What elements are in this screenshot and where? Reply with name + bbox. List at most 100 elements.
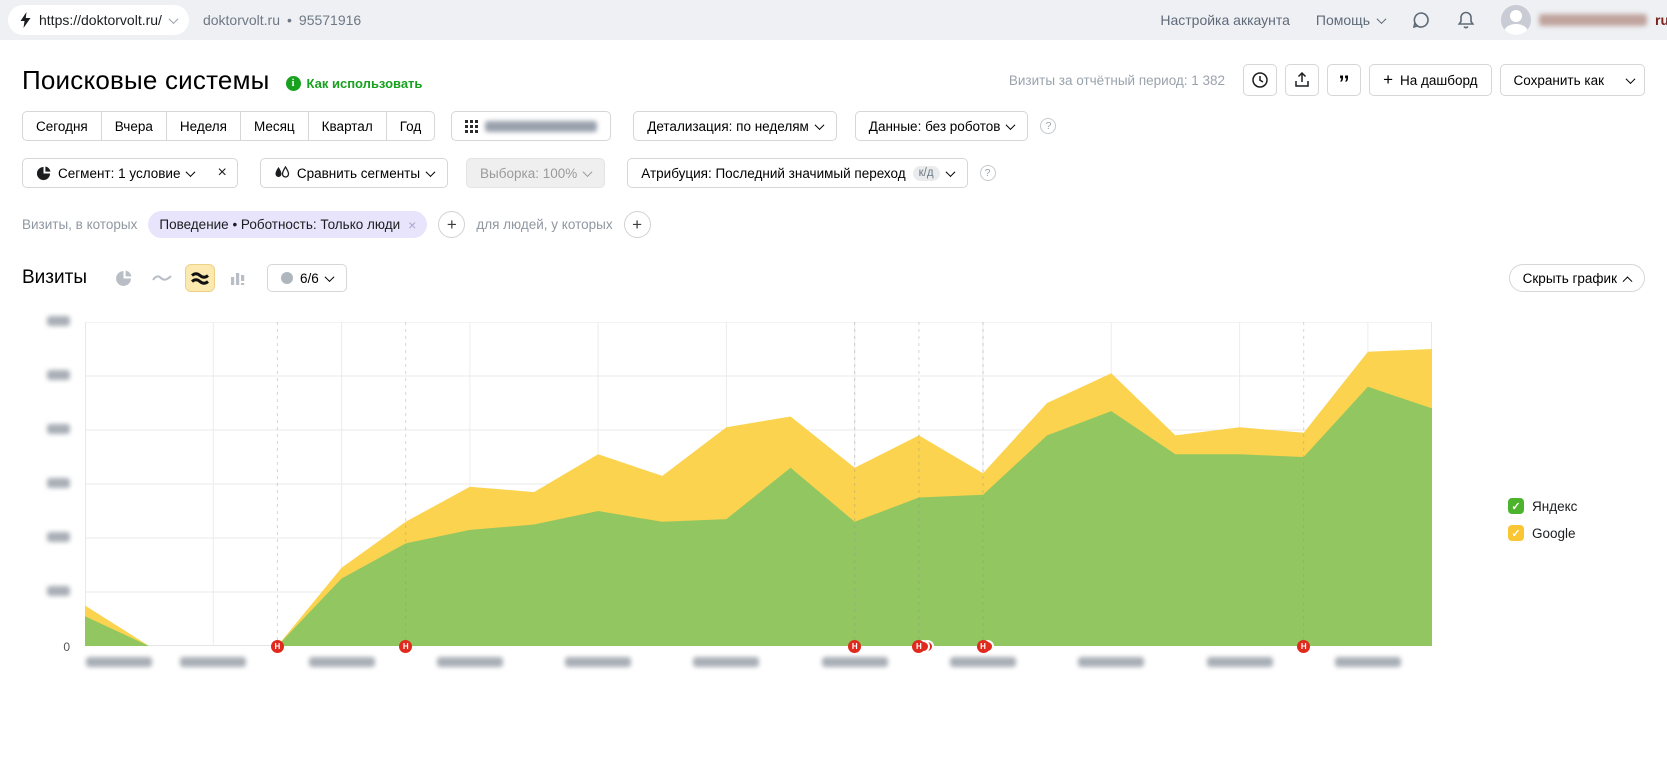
info-icon: i <box>285 75 301 91</box>
data-robots-label: Данные: без роботов <box>868 118 1001 134</box>
for-people-label: для людей, у которых <box>476 217 613 232</box>
plus-icon: + <box>1383 70 1393 89</box>
counter-id: 95571916 <box>298 12 362 28</box>
period-tab-2[interactable]: Неделя <box>165 111 241 141</box>
chart-comments-dropdown[interactable]: 6/6 <box>266 264 347 292</box>
period-tab-3[interactable]: Месяц <box>239 111 309 141</box>
x-tick-blurred <box>1334 657 1401 667</box>
counter-url: https://doktorvolt.ru/ <box>39 12 162 28</box>
comments-count: 6/6 <box>299 270 319 286</box>
chart: 0 Н Н Н Н Н Н ✓ Яндекс ✓ Google <box>0 316 1667 702</box>
line-chart-icon <box>152 271 172 285</box>
how-to-use-link[interactable]: i Как использовать <box>285 75 422 91</box>
remove-chip-icon[interactable]: × <box>408 216 417 233</box>
visits-period-summary: Визиты за отчётный период: 1 382 <box>1008 72 1226 88</box>
note-marker[interactable]: Н <box>399 639 413 653</box>
column-chart-icon <box>230 270 246 286</box>
chevron-down-icon <box>1006 119 1016 130</box>
chevron-down-icon <box>1376 13 1387 24</box>
save-as-button[interactable]: Сохранить как <box>1499 64 1618 96</box>
chart-toolbar: Визиты <box>22 264 1645 292</box>
x-tick-blurred <box>180 657 247 667</box>
chart-legend: ✓ Яндекс ✓ Google <box>1508 498 1577 541</box>
segment-conditions: Визиты, в которых Поведение • Роботность… <box>22 211 1645 238</box>
quotes-icon: ’’ <box>1338 72 1350 95</box>
segment-pie-icon <box>36 165 51 181</box>
y-tick-blurred <box>47 478 70 488</box>
pie-chart-icon <box>115 270 132 287</box>
note-marker[interactable]: Н <box>912 639 926 653</box>
note-marker[interactable]: Н <box>848 639 862 653</box>
chat-icon[interactable] <box>1411 10 1431 30</box>
add-to-dashboard-button[interactable]: + На дашборд <box>1369 64 1492 96</box>
detail-label: Детализация: по неделям <box>647 118 809 134</box>
note-marker[interactable]: Н <box>1297 639 1311 653</box>
legend-item-yandex[interactable]: ✓ Яндекс <box>1508 498 1577 514</box>
chevron-up-icon <box>1622 275 1633 286</box>
period-tab-4[interactable]: Квартал <box>307 111 387 141</box>
visits-in-which-label: Визиты, в которых <box>22 217 138 232</box>
user-account[interactable]: ru <box>1501 5 1667 35</box>
chevron-down-icon <box>582 166 593 177</box>
period-tab-1[interactable]: Вчера <box>100 111 167 141</box>
segment-dropdown[interactable]: Сегмент: 1 условие <box>22 158 209 188</box>
legend-item-google[interactable]: ✓ Google <box>1508 525 1577 541</box>
x-tick-blurred <box>1078 657 1145 667</box>
user-email-blurred <box>1539 14 1647 26</box>
y-tick-blurred <box>47 370 70 380</box>
legend-checkbox-icon[interactable]: ✓ <box>1508 525 1524 541</box>
dashboard-label: На дашборд <box>1400 72 1478 88</box>
annotations-button[interactable]: ’’ <box>1327 64 1362 96</box>
counter-url-dropdown[interactable]: https://doktorvolt.ru/ <box>8 5 189 35</box>
history-button[interactable] <box>1243 64 1278 96</box>
chevron-down-icon <box>324 271 335 282</box>
area-chart-type-button[interactable] <box>184 264 215 292</box>
period-tab-0[interactable]: Сегодня <box>22 111 102 141</box>
sampling-dropdown[interactable]: Выборка: 100% <box>466 158 606 188</box>
help-menu[interactable]: Помощь <box>1316 12 1387 28</box>
export-button[interactable] <box>1285 64 1320 96</box>
note-marker[interactable]: Н <box>270 639 284 653</box>
compare-segments-dropdown[interactable]: Сравнить сегменты <box>259 158 449 188</box>
stacked-area-chart-icon <box>190 271 209 285</box>
counter-label: doktorvolt.ru • 95571916 <box>203 12 361 28</box>
data-robots-dropdown[interactable]: Данные: без роботов <box>854 111 1029 141</box>
help-question-icon[interactable]: ? <box>979 165 996 181</box>
segment-chip-robots[interactable]: Поведение • Роботность: Только люди × <box>148 211 428 238</box>
counter-date-range-button[interactable] <box>451 111 612 141</box>
grid-icon <box>465 119 479 133</box>
sampling-label: Выборка: 100% <box>480 165 578 181</box>
compare-label: Сравнить сегменты <box>296 165 421 181</box>
legend-checkbox-icon[interactable]: ✓ <box>1508 498 1524 514</box>
detail-dropdown[interactable]: Детализация: по неделям <box>633 111 837 141</box>
add-visit-condition-button[interactable]: + <box>438 211 466 238</box>
note-marker[interactable]: Н <box>976 639 990 653</box>
help-question-icon[interactable]: ? <box>1040 118 1057 134</box>
hide-chart-button[interactable]: Скрыть график <box>1508 264 1645 292</box>
hide-chart-label: Скрыть график <box>1522 270 1617 286</box>
segment-clear-button[interactable]: × <box>207 158 238 188</box>
line-chart-type-button[interactable] <box>147 264 177 292</box>
legend-label: Google <box>1532 525 1576 541</box>
x-axis-labels <box>85 646 1432 676</box>
x-tick-blurred <box>693 657 760 667</box>
pie-chart-type-button[interactable] <box>109 264 139 292</box>
user-email-suffix: ru <box>1655 12 1667 28</box>
plot-area[interactable] <box>85 322 1432 646</box>
y-tick-blurred <box>47 316 70 326</box>
save-as-dropdown[interactable] <box>1617 64 1645 96</box>
account-settings-link[interactable]: Настройка аккаунта <box>1160 12 1290 28</box>
bolt-icon <box>20 12 31 28</box>
column-chart-type-button[interactable] <box>223 264 253 292</box>
add-people-condition-button[interactable]: + <box>623 211 651 238</box>
attribution-dropdown[interactable]: Атрибуция: Последний значимый переход к/… <box>627 158 968 188</box>
x-tick-blurred <box>1206 657 1273 667</box>
x-tick-blurred <box>436 657 503 667</box>
export-icon <box>1293 71 1311 89</box>
report-header: Поисковые системы i Как использовать Виз… <box>22 64 1645 96</box>
chevron-down-icon <box>425 166 436 177</box>
bell-icon[interactable] <box>1457 10 1475 30</box>
x-tick-blurred <box>308 657 375 667</box>
period-tab-5[interactable]: Год <box>385 111 436 141</box>
attribution-badge: к/д <box>912 165 940 181</box>
